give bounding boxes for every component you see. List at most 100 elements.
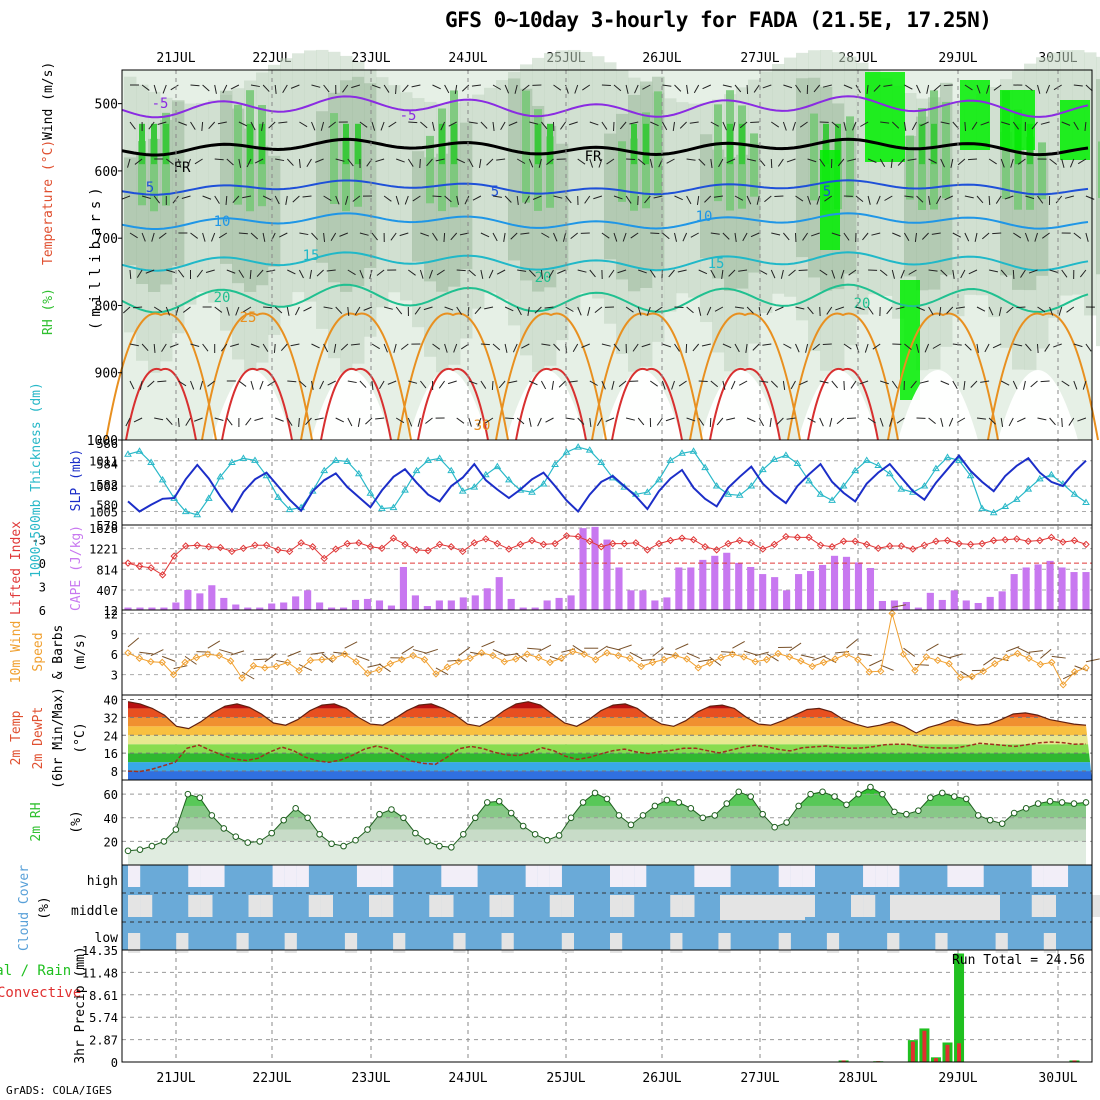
surface-wind-barb [321, 653, 334, 663]
temp-tick: 32 [104, 711, 118, 725]
cape-bar [435, 600, 443, 610]
wind-barb [492, 84, 502, 90]
wind-barb [968, 269, 978, 275]
li-tick: 3 [39, 581, 46, 595]
li-point [966, 540, 975, 549]
wind-barb [438, 380, 446, 389]
cape-bar [304, 590, 312, 610]
rh-band-green [354, 140, 362, 207]
wind-barb [1040, 380, 1050, 383]
wind-barbs [121, 84, 1095, 428]
wind-barb [540, 380, 547, 390]
li-point [528, 536, 536, 545]
cloud-mid-gap [308, 895, 321, 917]
rh-point [328, 840, 335, 848]
cape-bar [160, 607, 168, 610]
cape-bar [914, 607, 922, 610]
rh-band-mid [484, 87, 497, 293]
wind-barb [444, 84, 450, 94]
li-point [759, 545, 767, 553]
rh-point [950, 793, 958, 800]
rh-band-bright [835, 123, 841, 165]
wind-barb [752, 343, 760, 351]
wind-speed-point [705, 659, 714, 667]
li-point [1001, 536, 1009, 544]
wind-barb [879, 158, 886, 168]
surface-wind-barb [686, 652, 700, 659]
cloud-mid-gap [501, 895, 514, 917]
rh-point [364, 826, 371, 833]
thickness-point [227, 458, 236, 465]
cloud-high-gap [465, 865, 478, 887]
rh-point [627, 821, 635, 829]
isotherm-label: 5 [491, 184, 499, 200]
wind-barb [517, 269, 527, 272]
li-point [274, 546, 282, 554]
wind-barb [1069, 158, 1075, 168]
wind-barb [1073, 343, 1083, 348]
wind-barb [1049, 306, 1054, 316]
wind-barb [617, 269, 627, 274]
wind-barb [974, 232, 978, 242]
wind-barb [732, 121, 736, 131]
li-point [262, 541, 271, 549]
li-point [1036, 536, 1044, 545]
wind-barb [478, 158, 482, 168]
li-point [401, 540, 409, 549]
wind-barb [971, 121, 978, 130]
wind-barb [944, 195, 954, 201]
cloud-low-gap [561, 933, 574, 953]
thickness-tick: 580 [96, 499, 118, 513]
li-point [124, 559, 132, 567]
cloud-high-gap [694, 865, 707, 887]
surface-wind-barb [572, 645, 585, 654]
rh-band-bright [247, 123, 253, 165]
ylabel-rh2m: 2m RH [29, 802, 44, 841]
li-point [782, 532, 790, 541]
rh-tick: 20 [104, 835, 118, 849]
wind-barb [831, 121, 840, 129]
rh-band [128, 841, 1086, 865]
wind-barb [226, 306, 230, 316]
wind-barb [745, 343, 748, 353]
wind-barb [129, 232, 138, 239]
wind-barb [837, 158, 845, 167]
wind-barb [402, 84, 409, 93]
wind-barb [726, 417, 736, 421]
wind-barb [895, 306, 905, 310]
wind-barb [649, 158, 653, 168]
rh-point [555, 832, 563, 839]
wind-barb [696, 195, 700, 205]
wind-barb [726, 158, 736, 164]
wind-barb [263, 306, 273, 309]
ylabel-speed: Speed [31, 632, 46, 671]
wind-barb [780, 269, 784, 279]
wind-barb [250, 232, 259, 240]
wind-barb [589, 269, 596, 278]
temp-tick: 24 [104, 729, 118, 743]
wind-barb [907, 158, 917, 161]
rh-band-mid [280, 58, 293, 306]
cloud-mid-gap [200, 895, 213, 917]
wind-barb [327, 380, 336, 386]
wind-barb [453, 343, 458, 353]
li-point [459, 547, 467, 556]
rh-band-green [150, 138, 158, 212]
wind-barb [225, 195, 228, 206]
surface-wind-barb [412, 649, 427, 654]
wind-barb [1020, 269, 1026, 278]
wind-barb [335, 195, 340, 205]
wind-barb [940, 121, 950, 125]
wind-speed-point [329, 654, 337, 662]
wind-barb [903, 232, 910, 242]
li-point [170, 552, 178, 560]
thickness-point [505, 475, 513, 483]
wind-barb [904, 195, 914, 198]
wind-speed-point [272, 662, 280, 671]
cape-bar [747, 566, 755, 610]
li-tick: 6 [39, 604, 46, 618]
precip-convective-bar [910, 1041, 915, 1062]
surface-wind-barb [219, 649, 233, 654]
wind-barb [388, 121, 397, 128]
wind-barb [420, 380, 427, 389]
